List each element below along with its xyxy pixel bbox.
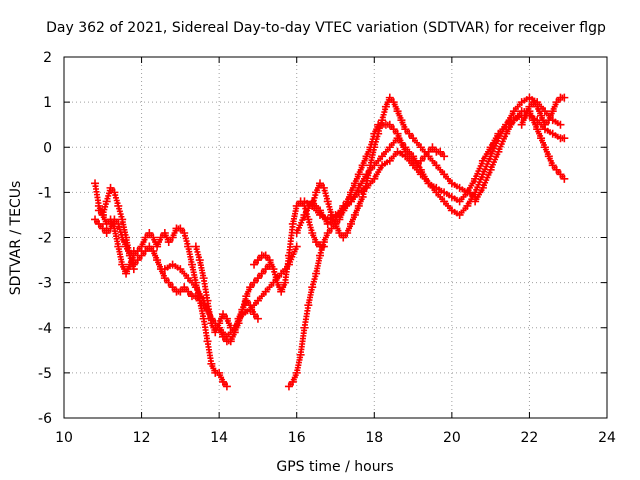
y-tick-label: -1	[38, 185, 52, 201]
data-point	[222, 382, 231, 391]
data-point	[292, 242, 301, 251]
x-tick-label: 16	[288, 430, 306, 446]
x-tick-label: 12	[133, 430, 151, 446]
series-arc-4	[129, 242, 262, 346]
series-arc-7	[250, 197, 328, 296]
y-tick-label: -2	[38, 231, 52, 247]
data-point	[560, 93, 569, 102]
series-arc-6	[191, 242, 274, 337]
x-axis-ticks: 10 12 14 16 18 20 22 24	[55, 57, 616, 446]
data-point	[440, 152, 449, 161]
data-point	[560, 134, 569, 143]
y-tick-label: -5	[38, 366, 52, 382]
series-arc-1	[91, 179, 231, 391]
y-tick-label: -3	[38, 276, 52, 292]
data-point	[253, 314, 262, 323]
series-arc-3	[94, 183, 138, 274]
x-tick-label: 18	[365, 430, 383, 446]
y-tick-label: 1	[43, 95, 52, 111]
data-point	[560, 174, 569, 183]
series-arc-11	[308, 93, 480, 242]
y-tick-label: -6	[38, 411, 52, 427]
x-axis-label: GPS time / hours	[276, 459, 393, 475]
x-tick-label: 22	[521, 430, 539, 446]
chart-title: Day 362 of 2021, Sidereal Day-to-day VTE…	[46, 20, 606, 36]
x-tick-label: 20	[443, 430, 461, 446]
y-axis-label: SDTVAR / TECUs	[8, 181, 24, 296]
data-points	[91, 93, 569, 391]
y-tick-label: 2	[43, 50, 52, 66]
x-tick-label: 10	[55, 430, 73, 446]
series-arc-8	[284, 120, 449, 391]
y-axis-ticks: -6 -5 -4 -3 -2 -1 0 1 2	[38, 50, 607, 427]
series-arc-13	[517, 93, 569, 129]
y-tick-label: -4	[38, 321, 52, 337]
data-point	[556, 120, 565, 129]
x-tick-label: 24	[598, 430, 616, 446]
x-tick-label: 14	[210, 430, 228, 446]
y-tick-label: 0	[43, 140, 52, 156]
